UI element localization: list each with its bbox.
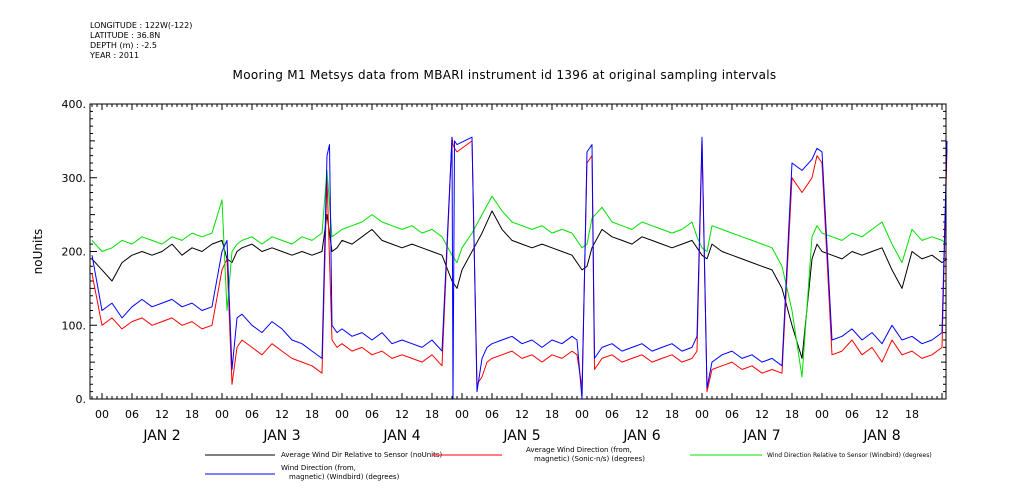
x-tick-label: 12 bbox=[755, 408, 769, 421]
x-tick-label: 00 bbox=[455, 408, 469, 421]
x-day-label: JAN 7 bbox=[742, 428, 780, 444]
x-tick-label: 12 bbox=[875, 408, 889, 421]
series-line-2 bbox=[91, 136, 948, 393]
x-tick-label: 18 bbox=[905, 408, 919, 421]
x-tick-label: 18 bbox=[545, 408, 559, 421]
y-tick-label: 200. bbox=[62, 246, 87, 259]
x-tick-label: 00 bbox=[215, 408, 229, 421]
x-tick-label: 18 bbox=[305, 408, 319, 421]
x-day-label: JAN 8 bbox=[862, 428, 900, 444]
x-tick-label: 00 bbox=[815, 408, 829, 421]
x-day-label: JAN 6 bbox=[622, 428, 660, 444]
x-tick-label: 06 bbox=[605, 408, 619, 421]
series-line-3 bbox=[91, 169, 948, 378]
meta-latitude: LATITUDE : 36.8N bbox=[90, 31, 161, 40]
x-tick-label: 06 bbox=[845, 408, 859, 421]
legend-label-1: Average Wind Dir Relative to Sensor (noU… bbox=[281, 451, 442, 459]
x-tick-label: 12 bbox=[395, 408, 409, 421]
x-tick-label: 06 bbox=[485, 408, 499, 421]
x-tick-label: 18 bbox=[785, 408, 799, 421]
y-tick-label: 400. bbox=[62, 98, 87, 111]
x-tick-label: 12 bbox=[155, 408, 169, 421]
series-line-1 bbox=[91, 210, 948, 359]
x-tick-label: 12 bbox=[275, 408, 289, 421]
metadata-block: LONGITUDE : 122W(-122) LATITUDE : 36.8N … bbox=[90, 21, 192, 61]
x-tick-label: 00 bbox=[95, 408, 109, 421]
legend-label-4: Wind Direction (from, bbox=[281, 464, 356, 472]
chart-title: Mooring M1 Metsys data from MBARI instru… bbox=[232, 68, 777, 82]
y-tick-label: 300. bbox=[62, 172, 87, 185]
x-day-label: JAN 3 bbox=[262, 428, 300, 444]
x-day-label: JAN 2 bbox=[142, 428, 180, 444]
legend-label-4: magnetic) (Windbird) (degrees) bbox=[289, 473, 400, 481]
meta-depth: DEPTH (m) : -2.5 bbox=[90, 41, 157, 50]
series-line-4 bbox=[91, 136, 948, 400]
x-tick-label: 00 bbox=[695, 408, 709, 421]
y-tick-label: 100. bbox=[62, 319, 87, 332]
x-tick-label: 06 bbox=[365, 408, 379, 421]
x-tick-label: 18 bbox=[185, 408, 199, 421]
x-tick-label: 06 bbox=[125, 408, 139, 421]
x-tick-label: 12 bbox=[515, 408, 529, 421]
x-tick-label: 00 bbox=[335, 408, 349, 421]
meta-year: YEAR : 2011 bbox=[90, 51, 140, 60]
x-day-label: JAN 5 bbox=[502, 428, 540, 444]
y-tick-label: 0. bbox=[76, 393, 87, 406]
x-tick-label: 06 bbox=[725, 408, 739, 421]
plot-frame bbox=[89, 103, 947, 400]
x-tick-label: 18 bbox=[665, 408, 679, 421]
legend-label-2: Average Wind Direction (from, bbox=[526, 446, 632, 454]
x-tick-label: 12 bbox=[635, 408, 649, 421]
x-tick-label: 06 bbox=[245, 408, 259, 421]
x-day-label: JAN 4 bbox=[382, 428, 420, 444]
legend-label-2: magnetic) (Sonic-n/s) (degrees) bbox=[534, 455, 645, 463]
x-tick-label: 18 bbox=[425, 408, 439, 421]
legend-label-3: Wind Direction Relative to Sensor (Windb… bbox=[767, 452, 932, 459]
x-tick-label: 00 bbox=[575, 408, 589, 421]
meta-longitude: LONGITUDE : 122W(-122) bbox=[90, 21, 193, 30]
y-axis-label: noUnits bbox=[31, 229, 45, 275]
